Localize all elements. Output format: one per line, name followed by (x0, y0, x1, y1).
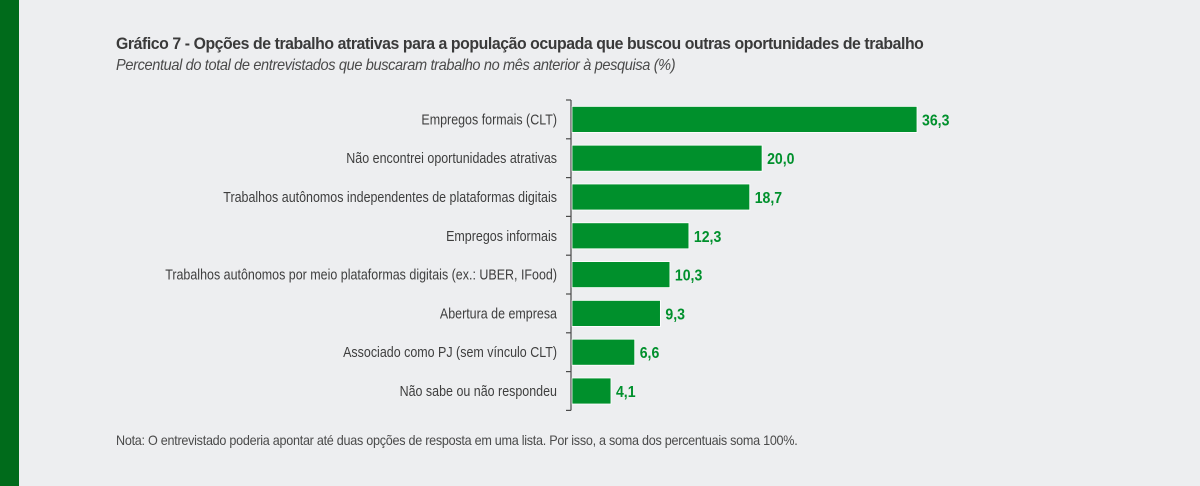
value-label: 9,3 (665, 306, 685, 323)
category-label: Empregos formais (CLT) (421, 112, 557, 128)
chart-header: Gráfico 7 - Opções de trabalho atrativas… (116, 34, 984, 75)
category-label: Trabalhos autônomos independentes de pla… (223, 190, 557, 206)
bar (571, 261, 671, 289)
chart-note: Nota: O entrevistado poderia apontar até… (116, 432, 798, 448)
bar (571, 377, 612, 405)
category-label: Não encontrei oportunidades atrativas (346, 151, 557, 167)
value-label: 20,0 (767, 151, 794, 168)
value-label: 4,1 (616, 384, 636, 401)
y-axis (566, 99, 572, 411)
left-accent-stripe (0, 0, 19, 486)
category-label: Empregos informais (446, 229, 557, 245)
bar (571, 144, 763, 172)
value-labels: 36,3 20,0 18,7 12,3 10,3 9,3 6,6 4,1 (616, 112, 950, 401)
category-label: Não sabe ou não respondeu (400, 384, 557, 400)
value-label: 18,7 (755, 190, 782, 207)
category-labels: Empregos formais (CLT) Não encontrei opor… (165, 112, 558, 400)
value-label: 10,3 (675, 268, 702, 285)
bars (571, 106, 918, 405)
bar (571, 183, 751, 211)
chart-title: Gráfico 7 - Opções de trabalho atrativas… (116, 34, 924, 53)
chart-subtitle: Percentual do total de entrevistados que… (116, 57, 676, 74)
category-label: Abertura de empresa (440, 306, 558, 322)
bar (571, 106, 918, 133)
value-label: 12,3 (694, 229, 721, 246)
bar (571, 222, 690, 250)
bar (571, 338, 636, 366)
value-label: 6,6 (640, 345, 660, 362)
category-label: Trabalhos autônomos por meio plataformas… (165, 268, 557, 284)
value-label: 36,3 (922, 112, 949, 129)
bar (571, 299, 661, 327)
category-label: Associado como PJ (sem vínculo CLT) (343, 345, 557, 361)
